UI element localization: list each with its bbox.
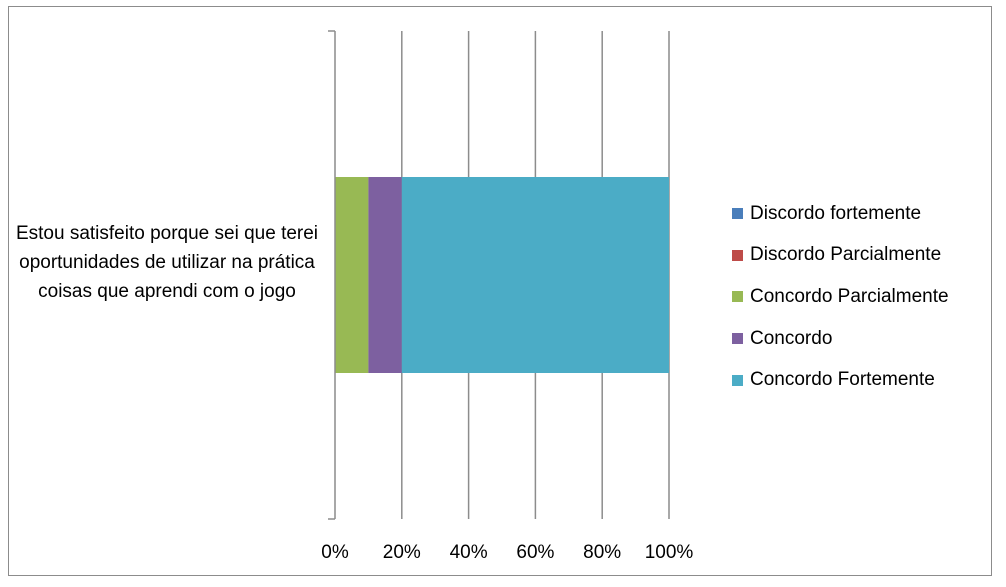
legend-swatch: [732, 208, 743, 220]
legend-swatch: [732, 333, 743, 345]
x-tick-label-1: 20%: [383, 542, 421, 563]
legend-swatch: [732, 374, 743, 386]
tick-labels: 0% 20% 40% 60% 80% 100%: [321, 542, 693, 563]
legend-label: Discordo fortemente: [750, 202, 922, 224]
legend: Discordo fortemente Discordo Parcialmente…: [732, 193, 992, 401]
bar-segment-3: [368, 177, 402, 373]
category-label: Estou satisfeito porque sei que terei op…: [15, 223, 319, 302]
bars: [335, 177, 669, 373]
legend-label: Concordo Parcialmente: [750, 285, 949, 307]
legend-swatch: [732, 249, 743, 261]
legend-item-3: Concordo: [732, 318, 992, 360]
legend-item-2: Concordo Parcialmente: [732, 276, 992, 318]
x-tick-label-0: 0%: [321, 542, 349, 563]
legend-label: Concordo Fortemente: [750, 369, 935, 391]
legend-swatch: [732, 291, 743, 303]
bar-segment-2: [335, 177, 369, 373]
bar-segment-4: [401, 177, 669, 373]
x-tick-label-4: 80%: [583, 542, 621, 563]
legend-item-1: Discordo Parcialmente: [732, 235, 992, 277]
x-tick-label-5: 100%: [645, 542, 694, 563]
legend-label: Discordo Parcialmente: [750, 244, 942, 266]
legend-label: Concordo: [750, 327, 833, 349]
x-tick-label-3: 60%: [516, 542, 554, 563]
axis: [328, 30, 336, 520]
legend-item-0: Discordo fortemente: [732, 193, 992, 235]
x-tick-label-2: 40%: [450, 542, 488, 563]
legend-item-4: Concordo Fortemente: [732, 359, 992, 401]
